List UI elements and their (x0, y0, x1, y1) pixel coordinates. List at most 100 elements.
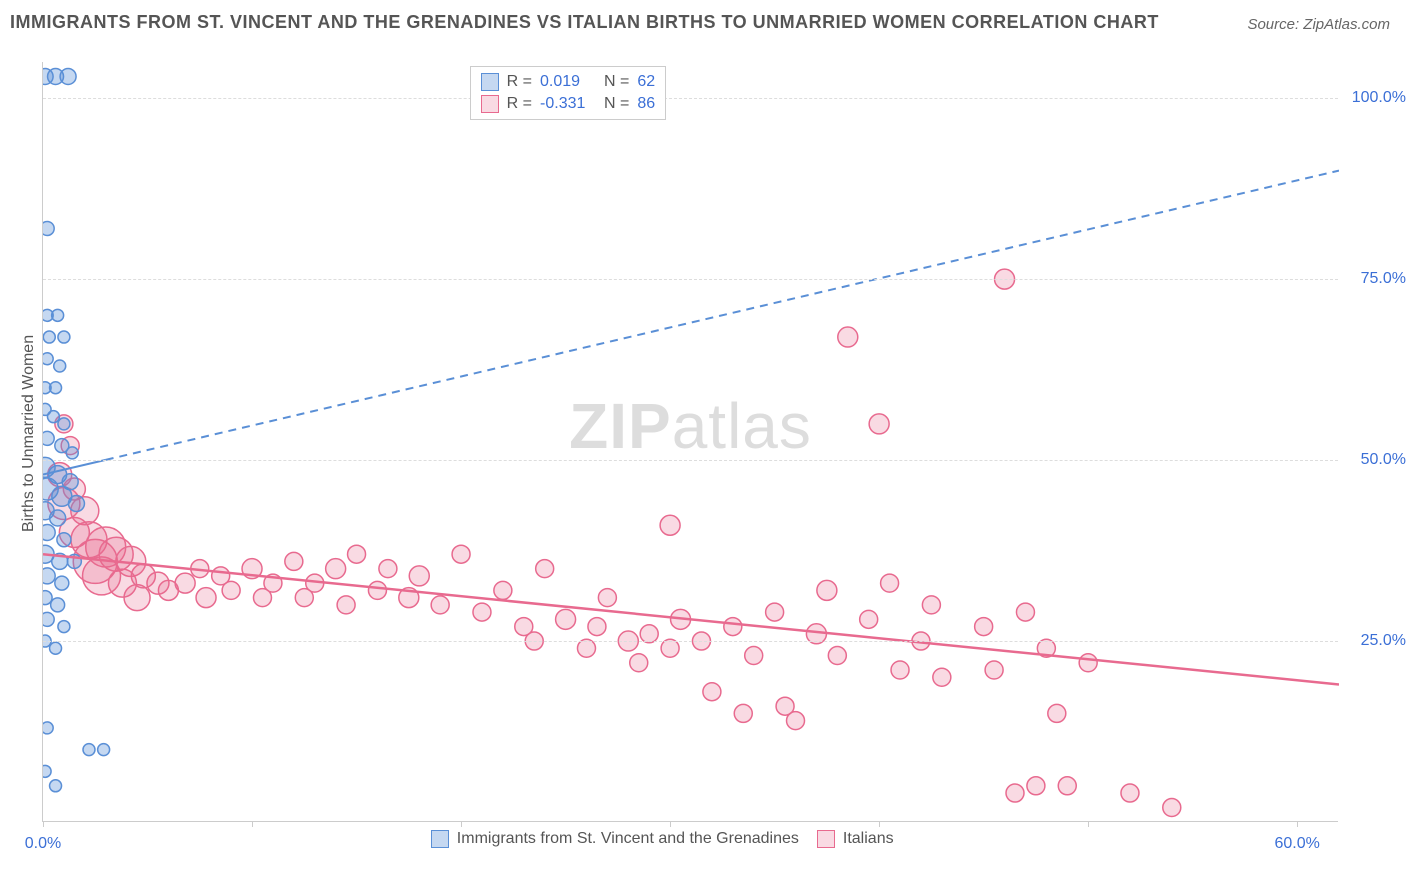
data-point (1027, 777, 1045, 795)
data-point (869, 414, 889, 434)
data-point (43, 331, 55, 343)
data-point (43, 722, 53, 734)
data-point (326, 559, 346, 579)
data-point (745, 647, 763, 665)
data-point (1163, 799, 1181, 817)
x-tick (670, 821, 671, 827)
x-tick-label: 60.0% (1275, 835, 1320, 853)
data-point (50, 382, 62, 394)
data-point (124, 585, 150, 611)
correlation-legend: R = 0.019 N = 62 R = -0.331 N = 86 (470, 66, 666, 120)
chart-container: IMMIGRANTS FROM ST. VINCENT AND THE GREN… (0, 0, 1406, 892)
data-point (52, 309, 64, 321)
data-point (922, 596, 940, 614)
data-point (828, 647, 846, 665)
data-point (368, 581, 386, 599)
data-point (630, 654, 648, 672)
data-point (1048, 704, 1066, 722)
data-point (766, 603, 784, 621)
data-point (68, 496, 84, 512)
y-tick-label: 25.0% (1346, 632, 1406, 650)
data-point (1058, 777, 1076, 795)
data-point (431, 596, 449, 614)
plot-area: ZIPatlas 25.0%50.0%75.0%100.0%0.0%60.0% (42, 62, 1338, 822)
data-point (598, 589, 616, 607)
data-point (348, 545, 366, 563)
source-attribution: Source: ZipAtlas.com (1247, 16, 1390, 33)
data-point (43, 765, 51, 777)
x-tick (1297, 821, 1298, 827)
data-point (58, 621, 70, 633)
y-axis-title: Births to Unmarried Women (20, 335, 38, 532)
r-value: 0.019 (540, 71, 596, 93)
data-point (787, 712, 805, 730)
y-tick-label: 100.0% (1346, 89, 1406, 107)
chart-svg (43, 62, 1339, 822)
x-tick (252, 821, 253, 827)
legend-row: R = 0.019 N = 62 (481, 71, 655, 93)
data-point (51, 598, 65, 612)
legend-swatch (481, 95, 499, 113)
data-point (933, 668, 951, 686)
data-point (337, 596, 355, 614)
data-point (43, 353, 53, 365)
n-value: 62 (637, 71, 655, 93)
legend-swatch (817, 830, 835, 848)
data-point (452, 545, 470, 563)
gridline-h (43, 641, 1338, 642)
y-tick-label: 75.0% (1346, 270, 1406, 288)
trendline (43, 554, 1339, 684)
legend-item: Immigrants from St. Vincent and the Gren… (431, 830, 799, 848)
data-point (556, 609, 576, 629)
n-value: 86 (637, 93, 655, 115)
data-point (55, 576, 69, 590)
r-label: R = (507, 93, 532, 115)
series-legend: Immigrants from St. Vincent and the Gren… (431, 830, 894, 848)
data-point (66, 447, 78, 459)
data-point (724, 618, 742, 636)
x-tick (879, 821, 880, 827)
legend-swatch (431, 830, 449, 848)
x-tick (43, 821, 44, 827)
x-tick (1088, 821, 1089, 827)
x-tick (461, 821, 462, 827)
r-value: -0.331 (540, 93, 596, 115)
legend-label: Immigrants from St. Vincent and the Gren… (457, 830, 799, 848)
data-point (54, 360, 66, 372)
trendline (106, 171, 1339, 460)
gridline-h (43, 98, 1338, 99)
data-point (196, 588, 216, 608)
data-point (838, 327, 858, 347)
data-point (43, 568, 55, 584)
data-point (891, 661, 909, 679)
data-point (43, 431, 54, 445)
data-point (175, 573, 195, 593)
y-tick-label: 50.0% (1346, 451, 1406, 469)
data-point (494, 581, 512, 599)
data-point (975, 618, 993, 636)
data-point (703, 683, 721, 701)
data-point (43, 524, 55, 540)
legend-row: R = -0.331 N = 86 (481, 93, 655, 115)
n-label: N = (604, 93, 629, 115)
data-point (83, 744, 95, 756)
data-point (1016, 603, 1034, 621)
n-label: N = (604, 71, 629, 93)
data-point (47, 411, 59, 423)
data-point (43, 612, 54, 626)
data-point (1079, 654, 1097, 672)
data-point (860, 610, 878, 628)
data-point (536, 560, 554, 578)
data-point (985, 661, 1003, 679)
data-point (58, 418, 70, 430)
chart-title: IMMIGRANTS FROM ST. VINCENT AND THE GREN… (10, 12, 1159, 33)
data-point (881, 574, 899, 592)
data-point (285, 552, 303, 570)
gridline-h (43, 279, 1338, 280)
data-point (58, 331, 70, 343)
data-point (660, 515, 680, 535)
legend-label: Italians (843, 830, 894, 848)
r-label: R = (507, 71, 532, 93)
data-point (409, 566, 429, 586)
data-point (1006, 784, 1024, 802)
